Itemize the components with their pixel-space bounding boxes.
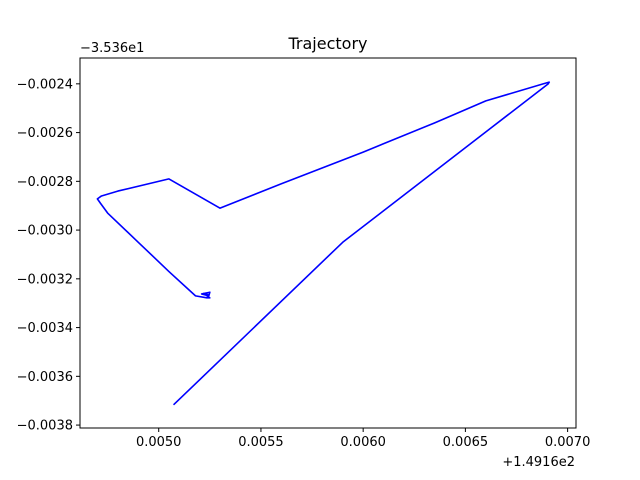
plot-area: 0.0050 0.0055 0.0060 0.0065 0.0070 −0.0024 −0.… xyxy=(17,57,591,450)
y-tick-label: −0.0030 xyxy=(17,224,73,239)
y-tick-label: −0.0024 xyxy=(17,77,73,92)
y-tick-label: −0.0026 xyxy=(17,126,73,141)
x-tick-label: 0.0050 xyxy=(136,435,182,450)
axes-frame xyxy=(79,57,577,429)
y-tick-label: −0.0028 xyxy=(17,175,73,190)
series-line-0 xyxy=(96,81,551,406)
y-tick-label: −0.0032 xyxy=(17,272,73,287)
x-tick-label: 0.0055 xyxy=(238,435,284,450)
y-tick-label: −0.0038 xyxy=(17,419,73,434)
chart-title: Trajectory xyxy=(288,34,368,53)
x-tick-label: 0.0070 xyxy=(545,435,591,450)
x-tick-label: 0.0060 xyxy=(340,435,386,450)
y-tick-label: −0.0034 xyxy=(17,321,73,336)
y-tick-label: −0.0036 xyxy=(17,370,73,385)
y-axis-offset-label: −3.536e1 xyxy=(80,41,144,56)
x-tick-label: 0.0065 xyxy=(443,435,489,450)
x-axis-offset-label: +1.4916e2 xyxy=(502,455,575,470)
